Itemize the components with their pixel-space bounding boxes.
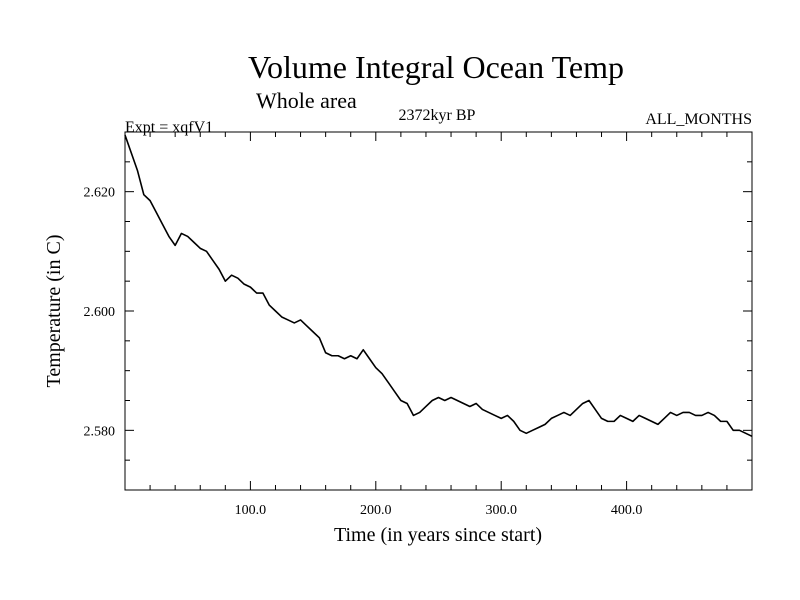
period-label: 2372kyr BP [399,107,476,124]
x-axis-ticks [149,132,728,490]
chart-title: Volume Integral Ocean Temp [248,49,624,85]
x-axis-label: Time (in years since start) [334,524,542,546]
y-axis-label: Temperature (in C) [43,235,65,388]
x-tick-label: 100.0 [235,503,267,518]
x-axis-tick-labels: 100.0 200.0 300.0 400.0 [235,503,643,518]
temperature-series-line [124,134,753,438]
y-tick-label: 2.580 [84,424,116,439]
chart-subtitle: Whole area [256,88,357,113]
y-axis-tick-labels: 2.580 2.600 2.620 [84,186,116,440]
y-tick-label: 2.620 [84,186,116,201]
months-label: ALL_MONTHS [645,111,752,128]
y-tick-label: 2.600 [84,305,116,320]
plot-frame [124,131,753,491]
y-axis-ticks [125,161,752,461]
x-tick-label: 400.0 [611,503,643,518]
x-tick-label: 300.0 [485,503,517,518]
x-tick-label: 200.0 [360,503,392,518]
